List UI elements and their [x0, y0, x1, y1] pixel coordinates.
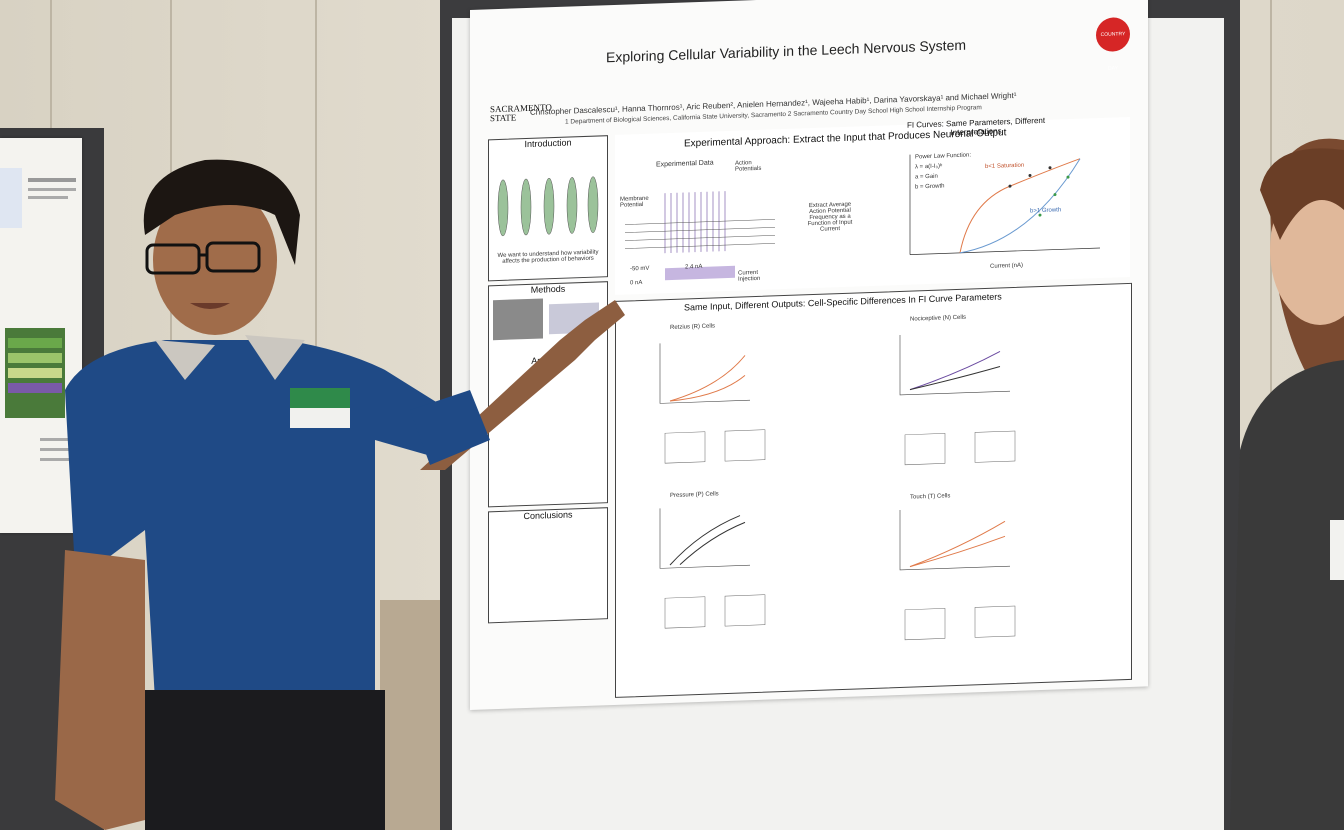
current-injection-label: Current Injection	[738, 269, 761, 283]
zero-na-label: 0 nA	[630, 279, 643, 287]
gain-definition: a = Gain	[915, 173, 938, 181]
growth-definition: b = Growth	[915, 183, 945, 191]
left-poster	[0, 138, 82, 533]
growth-label: b>1 Growth	[1030, 207, 1062, 215]
na-label: 2.4 nA	[685, 263, 703, 271]
intro-note: We want to understand how variability af…	[497, 249, 599, 265]
poster-title: Exploring Cellular Variability in the Le…	[606, 36, 967, 66]
power-law-equation: λ = a(I-I₀)ᵇ	[915, 163, 943, 171]
audience-person	[1230, 138, 1344, 830]
fi-curve-plot	[909, 154, 1100, 255]
country-day-logo: COUNTRY DAY	[1096, 16, 1130, 72]
cell-fi-plots	[659, 334, 1016, 641]
wall-seam	[315, 0, 317, 600]
introduction-section: Introduction We want to understand how v…	[488, 135, 608, 282]
wall-seam	[1270, 0, 1272, 600]
presenter-body	[55, 335, 465, 830]
conclusions-heading: Conclusions	[523, 509, 573, 522]
mv-label: -50 mV	[630, 265, 650, 273]
introduction-heading: Introduction	[524, 137, 572, 150]
extract-text: Extract Average Action Potential Frequen…	[807, 201, 853, 233]
conclusions-section: Conclusions	[488, 507, 608, 624]
presenter-head	[143, 159, 300, 335]
presenter-arm	[410, 300, 625, 470]
fi-x-axis-label: Current (nA)	[990, 262, 1024, 270]
voltage-trace-plot	[625, 191, 775, 281]
